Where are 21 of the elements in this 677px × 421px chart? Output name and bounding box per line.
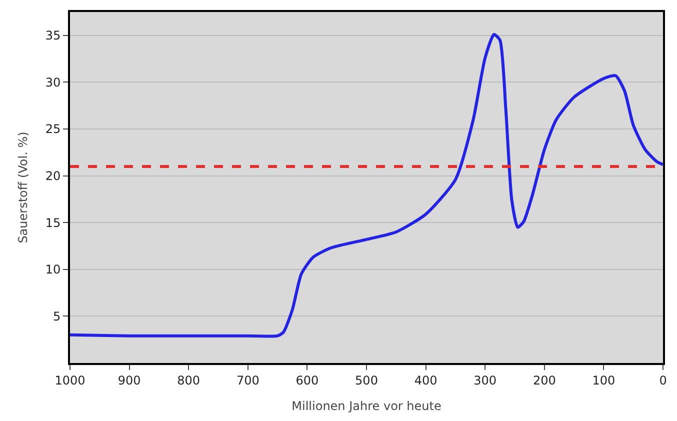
y-tick-label: 10	[45, 262, 61, 277]
y-tick-label: 15	[45, 216, 61, 230]
y-tick-label: 20	[45, 169, 61, 183]
x-tick-label: 600	[296, 373, 319, 388]
x-tick-label: 800	[177, 373, 200, 388]
x-tick-label: 500	[355, 373, 378, 388]
y-axis-title: Sauerstoff (Vol. %)	[16, 132, 30, 244]
line-series	[70, 32, 663, 338]
y-tick-label: 25	[45, 122, 61, 136]
y-tick-label: 30	[45, 75, 61, 90]
x-axis-title: Millionen Jahre vor heute	[292, 398, 442, 413]
y-tick-label: 35	[45, 28, 61, 43]
x-tick-label: 100	[592, 373, 616, 388]
x-tick-label: 0	[659, 373, 667, 388]
x-tick-label: 400	[414, 373, 438, 388]
x-tick-label: 200	[532, 373, 556, 388]
x-tick-label: 900	[118, 373, 141, 388]
y-tick-label: 5	[52, 309, 61, 324]
x-tick-label: 300	[474, 373, 497, 388]
x-tick-label: 700	[236, 373, 260, 388]
x-tick-label: 1000	[54, 373, 86, 388]
